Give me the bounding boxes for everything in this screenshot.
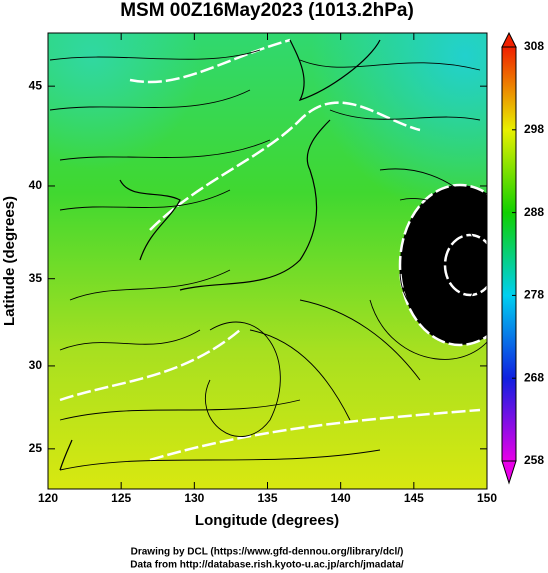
x-tick-label: 130 (184, 491, 204, 505)
colorbar: 258 268 278 288 298 308 (501, 31, 544, 485)
axes: 120 125 130 135 140 145 150 25 30 35 40 45 (29, 33, 497, 505)
field (48, 33, 487, 489)
y-tick-label: 25 (29, 441, 43, 455)
coastlines (59, 39, 381, 471)
colorbar-tick-label: 288 (524, 205, 544, 219)
x-tick-label: 150 (477, 491, 497, 505)
x-axis-label: Longitude (degrees) (195, 512, 339, 529)
colorbar-tick-label: 298 (524, 122, 544, 136)
colorbar-bottom-arrow (501, 460, 517, 485)
colorbar-top-arrow (501, 31, 517, 48)
y-tick-label: 35 (29, 271, 43, 285)
streamlines (49, 49, 487, 471)
credit: Drawing by DCL (https://www.gfd-dennou.o… (131, 547, 404, 558)
colorbar-tick-label: 268 (524, 370, 544, 384)
y-axis-label: Latitude (degrees) (1, 196, 18, 326)
x-tick-label: 135 (257, 491, 277, 505)
credit: Data from http://database.rish.kyoto-u.a… (130, 560, 404, 571)
x-tick-label: 120 (38, 491, 58, 505)
colorbar-scale (501, 46, 517, 462)
x-tick-label: 125 (111, 491, 131, 505)
x-tick-label: 140 (331, 491, 351, 505)
x-tick-label: 145 (404, 491, 424, 505)
colorbar-tick-label: 308 (524, 39, 544, 53)
chart-title: MSM 00Z16May2023 (1013.2hPa) (120, 0, 414, 21)
y-tick-label: 45 (29, 78, 43, 92)
colorbar-tick-label: 278 (524, 288, 544, 302)
colorbar-tick-label: 258 (524, 453, 544, 467)
y-tick-label: 40 (29, 178, 43, 192)
y-tick-label: 30 (29, 358, 43, 372)
